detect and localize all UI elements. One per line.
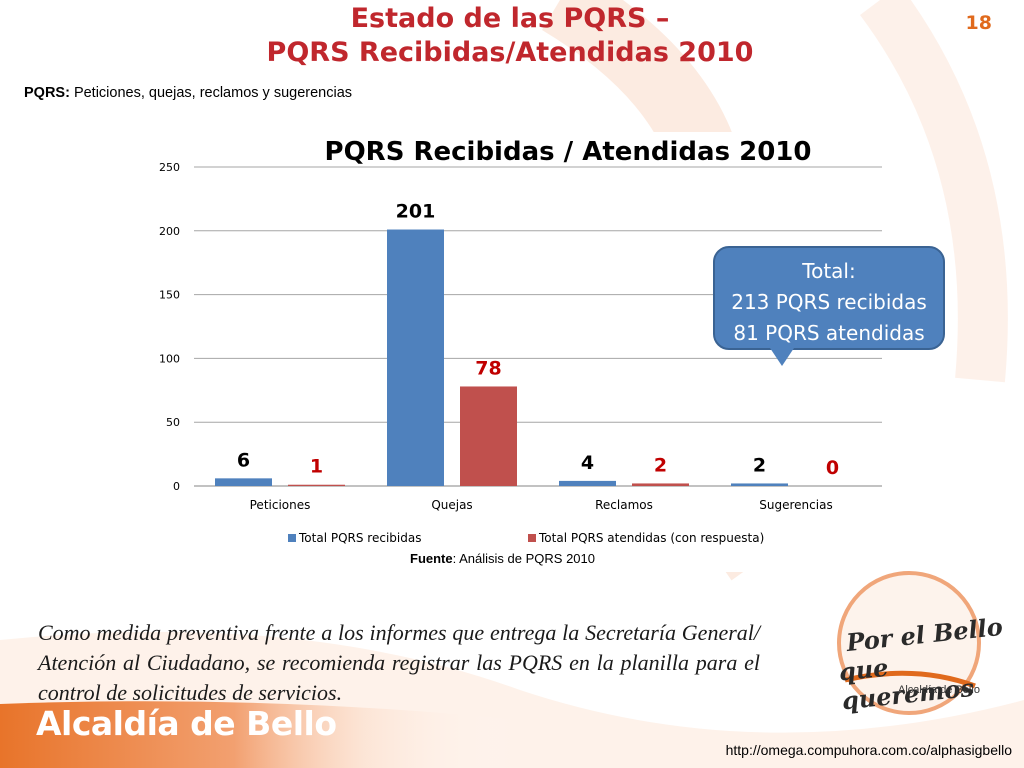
- data-label: 2: [753, 454, 766, 476]
- bar: [559, 480, 616, 486]
- x-tick-label: Reclamos: [595, 498, 653, 512]
- legend-label: Total PQRS atendidas (con respuesta): [538, 531, 764, 545]
- data-label: 78: [475, 357, 501, 379]
- callout-heading: Total:: [715, 256, 943, 287]
- pqrs-definition: PQRS: Peticiones, quejas, reclamos y sug…: [24, 85, 352, 101]
- data-label: 2: [654, 454, 667, 476]
- y-tick-label: 200: [159, 225, 180, 238]
- slide-title: Estado de las PQRS – PQRS Recibidas/Aten…: [200, 2, 820, 70]
- callout-colon: :: [848, 259, 856, 283]
- footer-brand: Alcaldía de Bello: [36, 704, 337, 743]
- slide-title-line1: Estado de las PQRS –: [350, 3, 670, 34]
- x-tick-label: Peticiones: [250, 498, 311, 512]
- data-label: 4: [581, 452, 594, 474]
- data-label: 6: [237, 449, 250, 471]
- campaign-logo: [837, 571, 981, 715]
- bar: [387, 229, 444, 487]
- recommendation-text: Como medida preventiva frente a los info…: [38, 620, 760, 705]
- y-tick-label: 0: [173, 480, 180, 493]
- pqrs-definition-label: PQRS:: [24, 85, 70, 101]
- callout-received: 213 PQRS recibidas: [731, 290, 927, 314]
- slide-title-line2: PQRS Recibidas/Atendidas 2010: [266, 37, 754, 68]
- chart-source: Fuente: Análisis de PQRS 2010: [410, 551, 595, 566]
- footer-url[interactable]: http://omega.compuhora.com.co/alphasigbe…: [725, 742, 1012, 758]
- bar: [632, 483, 689, 486]
- y-tick-label: 150: [159, 289, 180, 302]
- x-tick-label: Quejas: [431, 498, 472, 512]
- source-text: : Análisis de PQRS 2010: [452, 551, 595, 566]
- bar: [215, 478, 272, 486]
- y-tick-label: 50: [166, 416, 180, 429]
- source-label: Fuente: [410, 551, 453, 566]
- legend-swatch: [528, 534, 536, 542]
- y-tick-label: 100: [159, 352, 180, 365]
- bar: [288, 484, 345, 486]
- bar-chart: PQRS Recibidas / Atendidas 2010 0 50 100 150…: [159, 137, 882, 545]
- bar: [731, 483, 788, 486]
- total-callout: Total: 213 PQRS recibidas 81 PQRS atendi…: [713, 246, 945, 350]
- data-label: 0: [826, 457, 839, 479]
- callout-pointer: [770, 348, 794, 366]
- callout-attended: 81 PQRS atendidas: [733, 321, 925, 345]
- pqrs-definition-text: Peticiones, quejas, reclamos y sugerenci…: [69, 85, 353, 101]
- slide-number: 18: [965, 12, 992, 34]
- callout-label: Total: [802, 259, 849, 283]
- y-tick-label: 250: [159, 161, 180, 174]
- data-label: 201: [396, 201, 436, 223]
- legend-label: Total PQRS recibidas: [298, 531, 421, 545]
- legend-swatch: [288, 534, 296, 542]
- logo-subtitle: Alcaldía de Bello: [898, 684, 980, 696]
- footer-band: [0, 701, 520, 768]
- x-tick-label: Sugerencias: [759, 498, 832, 512]
- bar: [460, 386, 517, 486]
- chart-title: PQRS Recibidas / Atendidas 2010: [325, 137, 812, 167]
- chart-panel: PQRS Recibidas / Atendidas 2010 0 50 100 150…: [142, 132, 882, 572]
- data-label: 1: [310, 456, 323, 478]
